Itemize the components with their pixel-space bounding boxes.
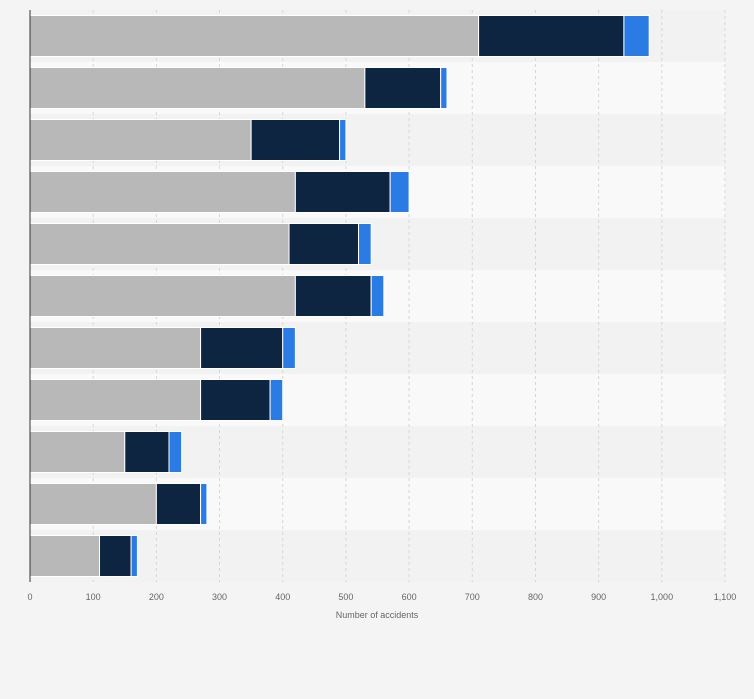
bar-segment-series-2 [99,535,132,577]
bar-segment-series-1 [29,171,296,213]
x-tick-label: 0 [27,592,32,602]
bar-segment-series-1 [29,379,202,421]
bar-segment-series-1 [29,223,290,265]
bar-segment-series-1 [29,119,252,161]
x-tick-label: 300 [212,592,227,602]
row-band [30,530,725,582]
bar-segment-series-2 [200,379,271,421]
bar-segment-series-2 [294,171,391,213]
x-tick-label: 1,100 [714,592,737,602]
x-tick-label: 600 [402,592,417,602]
bar-segment-series-3 [168,431,183,473]
x-tick-label: 900 [591,592,606,602]
stacked-bar-chart: 0 100 200 300 400 500 600 700 800 900 1,000 1,100 N… [27,10,736,620]
bar-segment-series-3 [389,171,410,213]
bar-segment-series-2 [124,431,170,473]
x-tick-label: 100 [86,592,101,602]
x-tick-label: 1,000 [651,592,674,602]
bar-segment-series-1 [29,15,480,57]
bar-segment-series-1 [29,431,126,473]
bars [29,15,650,577]
bar-segment-series-3 [282,327,296,369]
bar-segment-series-2 [478,15,625,57]
bar-segment-series-1 [29,275,296,317]
bar-segment-series-2 [155,483,202,525]
bar-segment-series-3 [339,119,347,161]
bar-segment-series-1 [29,327,202,369]
bar-segment-series-3 [130,535,138,577]
x-axis-title: Number of accidents [336,610,419,620]
bar-segment-series-2 [288,223,360,265]
bar-segment-series-3 [200,483,208,525]
bar-segment-series-2 [294,275,372,317]
bar-segment-series-3 [269,379,284,421]
bar-segment-series-2 [200,327,284,369]
x-axis: 0 100 200 300 400 500 600 700 800 900 1,000 1,100 [27,10,736,602]
bar-segment-series-3 [623,15,650,57]
bar-segment-series-1 [29,483,157,525]
bar-segment-series-3 [370,275,385,317]
bar-segment-series-2 [250,119,341,161]
x-tick-label: 200 [149,592,164,602]
x-tick-label: 500 [338,592,353,602]
bar-segment-series-2 [364,67,442,109]
x-tick-label: 800 [528,592,543,602]
x-tick-label: 400 [275,592,290,602]
bar-segment-series-1 [29,535,100,577]
bar-segment-series-3 [358,223,372,265]
x-tick-label: 700 [465,592,480,602]
chart-area: 0 100 200 300 400 500 600 700 800 900 1,000 1,100 N… [27,10,736,620]
bar-segment-series-1 [29,67,366,109]
bar-segment-series-3 [440,67,448,109]
